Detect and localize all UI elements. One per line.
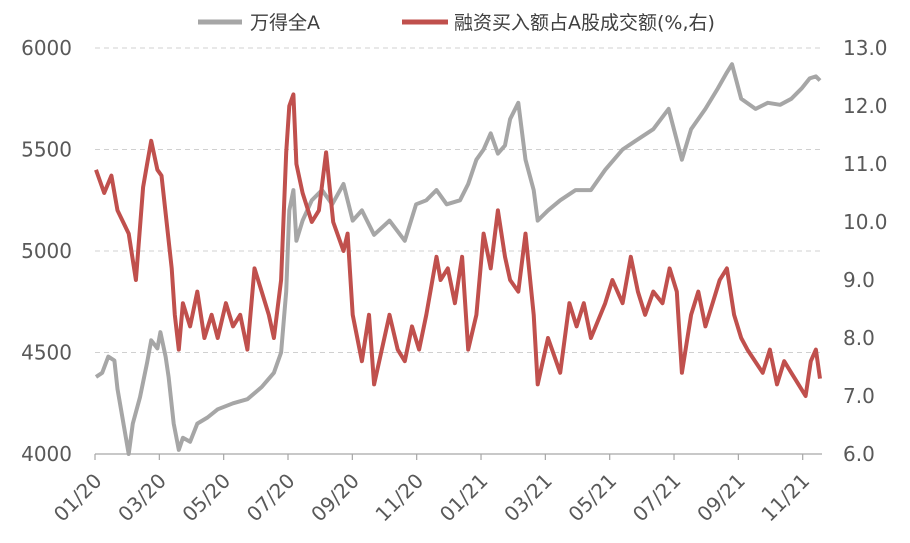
x-tick-label: 09/21	[692, 469, 750, 527]
gridlines	[95, 47, 822, 353]
y-left-tick-label: 5500	[21, 138, 72, 162]
x-axis: 01/20 03/20 05/20 07/20 09/20 11/20 01/21 03/21…	[49, 453, 822, 527]
y-right-tick-label: 8.0	[843, 326, 875, 350]
y-right-tick-label: 11.0	[843, 152, 888, 176]
legend-label-margin-ratio: 融资买入额占A股成交额(%,右)	[454, 12, 715, 34]
y-right-tick-label: 13.0	[843, 36, 888, 60]
x-tick-label: 05/21	[563, 469, 621, 527]
series-line-margin-ratio	[94, 92, 822, 398]
y-axis-right: 6.0 7.0 8.0 9.0 10.0 11.0 12.0 13.0	[843, 36, 888, 466]
y-left-tick-label: 5000	[21, 239, 72, 263]
x-tick-label: 01/21	[435, 469, 493, 527]
x-tick-label: 07/20	[242, 469, 300, 527]
y-right-tick-label: 12.0	[843, 94, 888, 118]
x-tick-label: 11/21	[757, 469, 815, 527]
x-tick-label: 03/21	[499, 469, 557, 527]
y-right-tick-label: 6.0	[843, 442, 875, 466]
y-left-tick-label: 4000	[21, 442, 72, 466]
x-tick-label: 01/20	[49, 469, 107, 527]
legend: 万得全A 融资买入额占A股成交额(%,右)	[198, 12, 715, 34]
y-right-tick-label: 10.0	[843, 210, 888, 234]
legend-label-wind-a: 万得全A	[250, 12, 320, 34]
y-left-tick-label: 6000	[21, 36, 72, 60]
y-right-tick-label: 9.0	[843, 268, 875, 292]
y-right-tick-label: 7.0	[843, 384, 875, 408]
x-tick-label: 03/20	[113, 469, 171, 527]
x-tick-label: 07/21	[628, 469, 686, 527]
series-lines	[94, 62, 822, 456]
y-axis-left: 4000 4500 5000 5500 6000	[21, 36, 72, 466]
x-tick-label: 11/20	[370, 469, 428, 527]
y-left-tick-label: 4500	[21, 341, 72, 365]
x-tick-label: 09/20	[306, 469, 364, 527]
series-line-wind-a	[94, 62, 822, 456]
x-tick-label: 05/20	[177, 469, 235, 527]
